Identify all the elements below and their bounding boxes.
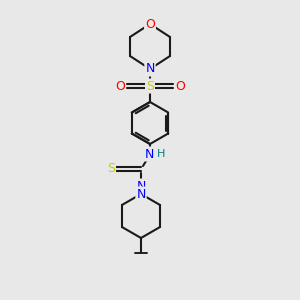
Text: N: N	[144, 148, 154, 160]
Text: N: N	[136, 188, 146, 200]
Text: O: O	[175, 80, 185, 92]
Text: N: N	[145, 62, 155, 76]
Text: S: S	[146, 80, 154, 92]
Text: S: S	[107, 163, 115, 176]
Text: H: H	[157, 149, 165, 159]
Text: O: O	[145, 17, 155, 31]
Text: O: O	[115, 80, 125, 92]
Text: N: N	[136, 179, 146, 193]
